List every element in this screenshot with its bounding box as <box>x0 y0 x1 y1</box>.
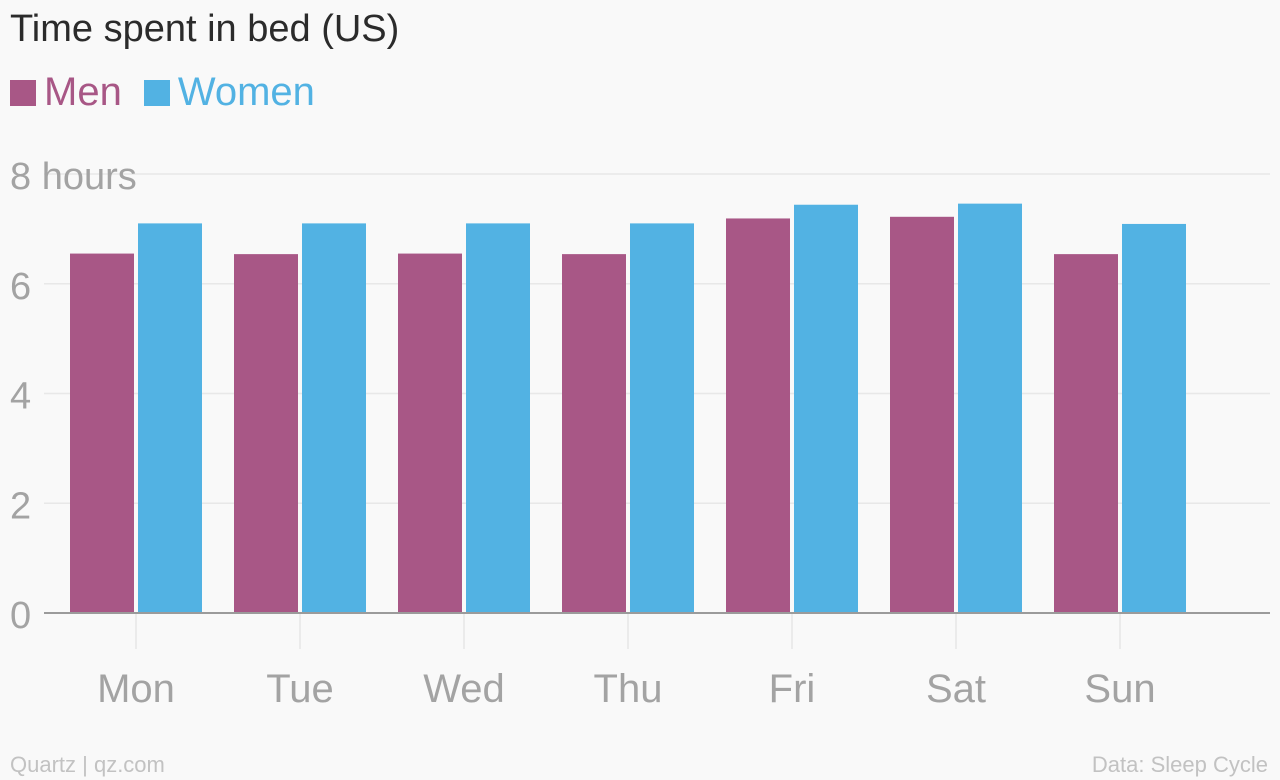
bar-men-mon <box>70 253 134 613</box>
bar-men-thu <box>562 254 626 613</box>
y-tick-label: 6 <box>10 266 31 308</box>
y-tick-label: 0 <box>10 595 31 637</box>
x-tick-label: Sun <box>1084 667 1155 711</box>
bar-women-sun <box>1122 223 1186 613</box>
bar-men-tue <box>234 254 298 613</box>
x-tick-label: Tue <box>266 667 333 711</box>
footer-credit: Quartz | qz.com <box>10 752 165 777</box>
chart-title: Time spent in bed (US) <box>10 8 400 50</box>
legend: Men Women <box>10 70 337 115</box>
x-tick-label: Thu <box>594 667 663 711</box>
x-tick-label: Wed <box>423 667 505 711</box>
y-tick-label: 2 <box>10 485 31 527</box>
legend-item-women: Women <box>143 70 315 115</box>
bar-women-fri <box>794 204 858 614</box>
y-tick-label: 8 hours <box>10 156 137 198</box>
bar-women-tue <box>302 223 366 613</box>
bar-men-fri <box>726 218 790 614</box>
legend-swatch-men <box>10 79 36 106</box>
legend-item-men: Men <box>10 70 122 115</box>
bar-men-wed <box>398 253 462 613</box>
legend-label-women: Women <box>177 70 315 114</box>
x-tick-label: Mon <box>97 667 175 711</box>
bar-women-sat <box>958 203 1022 613</box>
bar-men-sun <box>1054 254 1118 613</box>
bar-women-mon <box>138 223 202 613</box>
x-tick-label: Sat <box>926 667 986 711</box>
footer-source: Data: Sleep Cycle <box>1091 752 1268 777</box>
bar-women-wed <box>466 223 530 613</box>
y-tick-label: 4 <box>10 376 31 418</box>
legend-label-men: Men <box>44 70 122 114</box>
legend-swatch-women <box>143 79 170 106</box>
bar-women-thu <box>630 223 694 613</box>
bar-men-sat <box>890 216 954 614</box>
x-tick-label: Fri <box>769 667 816 711</box>
